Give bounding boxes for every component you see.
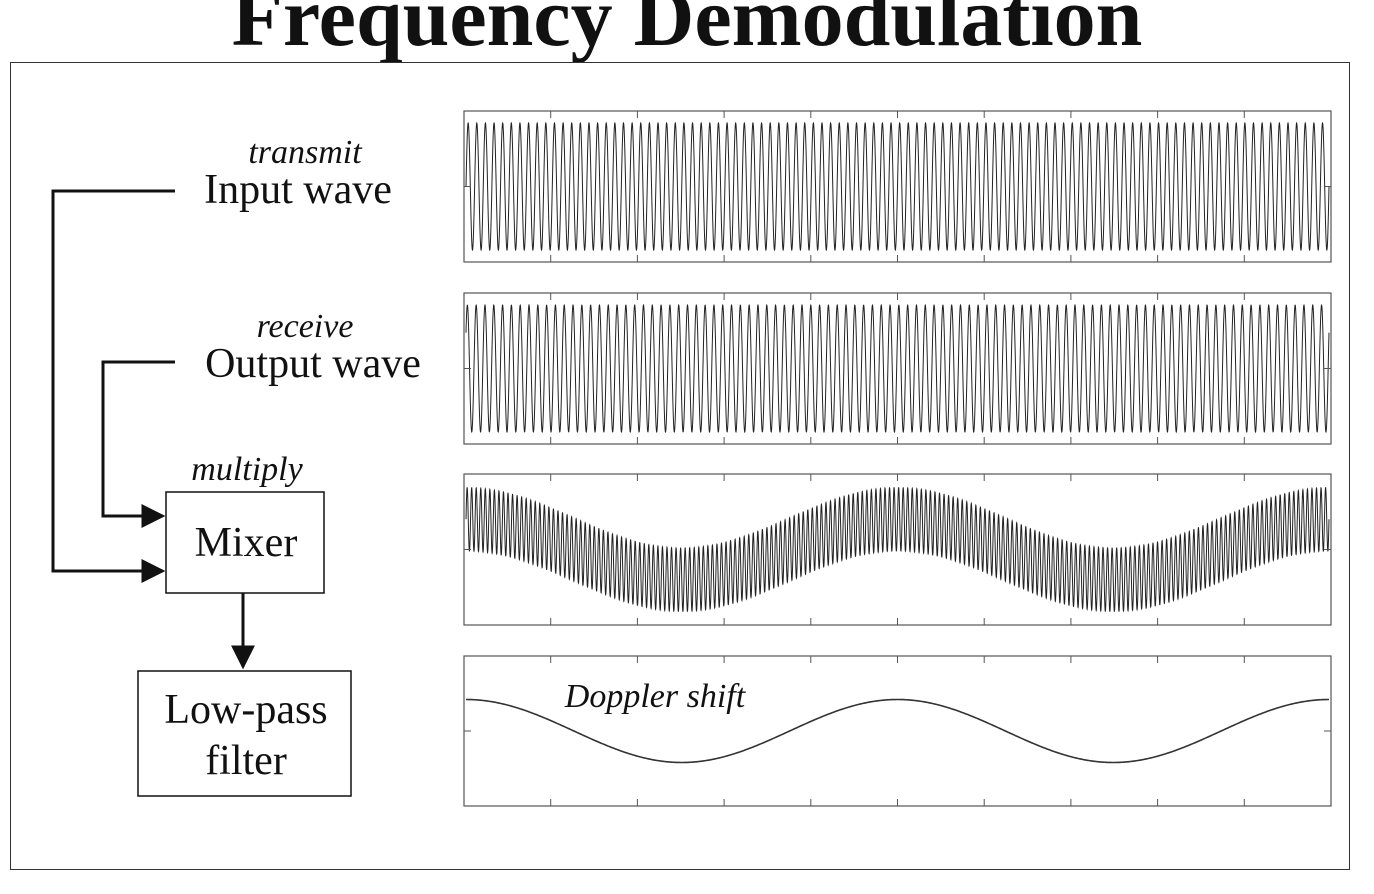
doppler-shift-label: Doppler shift (564, 678, 747, 715)
output-note: receive (257, 308, 354, 345)
mixer-output-trace (465, 486, 1330, 613)
input-wave-plot (463, 110, 1332, 263)
lowpass-filter-box (137, 670, 352, 797)
output-wave-label: Output wave (205, 341, 421, 387)
lowpass-filter-label-line1: Low-pass (164, 687, 327, 733)
mixer-box (165, 491, 325, 594)
lowpass-filter-label-line2: filter (205, 738, 287, 784)
doppler-shift-trace (465, 698, 1330, 764)
input-wave-label: Input wave (204, 167, 392, 213)
doppler-shift-plot-frame (463, 655, 1332, 807)
page-title: Frequency Demodulation (231, 0, 1143, 64)
mixer-output-plot-frame (463, 473, 1332, 626)
doppler-shift-plot: Doppler shift (463, 655, 1332, 807)
output-to-mixer-connector (101, 360, 175, 528)
input-note: transmit (248, 134, 363, 171)
mixer-note: multiply (191, 451, 303, 488)
input-to-mixer-connector (51, 189, 175, 583)
mixer-output-plot (463, 473, 1332, 626)
output-wave-plot (463, 292, 1332, 445)
mixer-label: Mixer (195, 520, 298, 566)
input-wave-trace (465, 121, 1330, 252)
output-wave-trace (465, 303, 1330, 434)
